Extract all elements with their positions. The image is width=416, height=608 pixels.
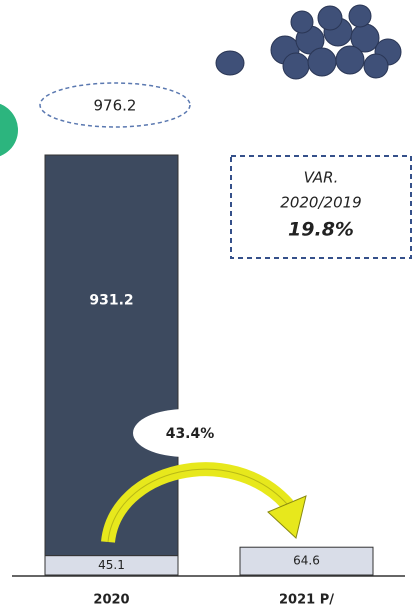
total-bubble xyxy=(39,82,191,128)
bars: 45.1 931.2 2020 976.2 64.6 2021 P/ xyxy=(44,97,374,608)
bar-segment xyxy=(239,546,374,576)
value-label: 931.2 xyxy=(89,292,133,308)
x-tick-label: 2021 P/ xyxy=(279,593,334,608)
variation-box xyxy=(230,155,412,259)
variation-title: VAR. xyxy=(304,169,339,187)
change-arrowhead xyxy=(267,495,307,539)
value-label: 64.6 xyxy=(293,554,320,568)
blueberries xyxy=(215,4,402,80)
value-label: 45.1 xyxy=(98,558,125,572)
change-bubble xyxy=(133,409,237,457)
x-tick-label: 2020 xyxy=(93,593,129,608)
change-arrow-edge xyxy=(107,468,289,543)
variation-value: 19.8% xyxy=(288,219,354,241)
bar-segment xyxy=(44,154,179,557)
change-label: 43.4% xyxy=(166,426,215,442)
decor-circle xyxy=(0,103,18,157)
total-label: 976.2 xyxy=(94,97,137,115)
variation-period: 2020/2019 xyxy=(280,194,361,212)
